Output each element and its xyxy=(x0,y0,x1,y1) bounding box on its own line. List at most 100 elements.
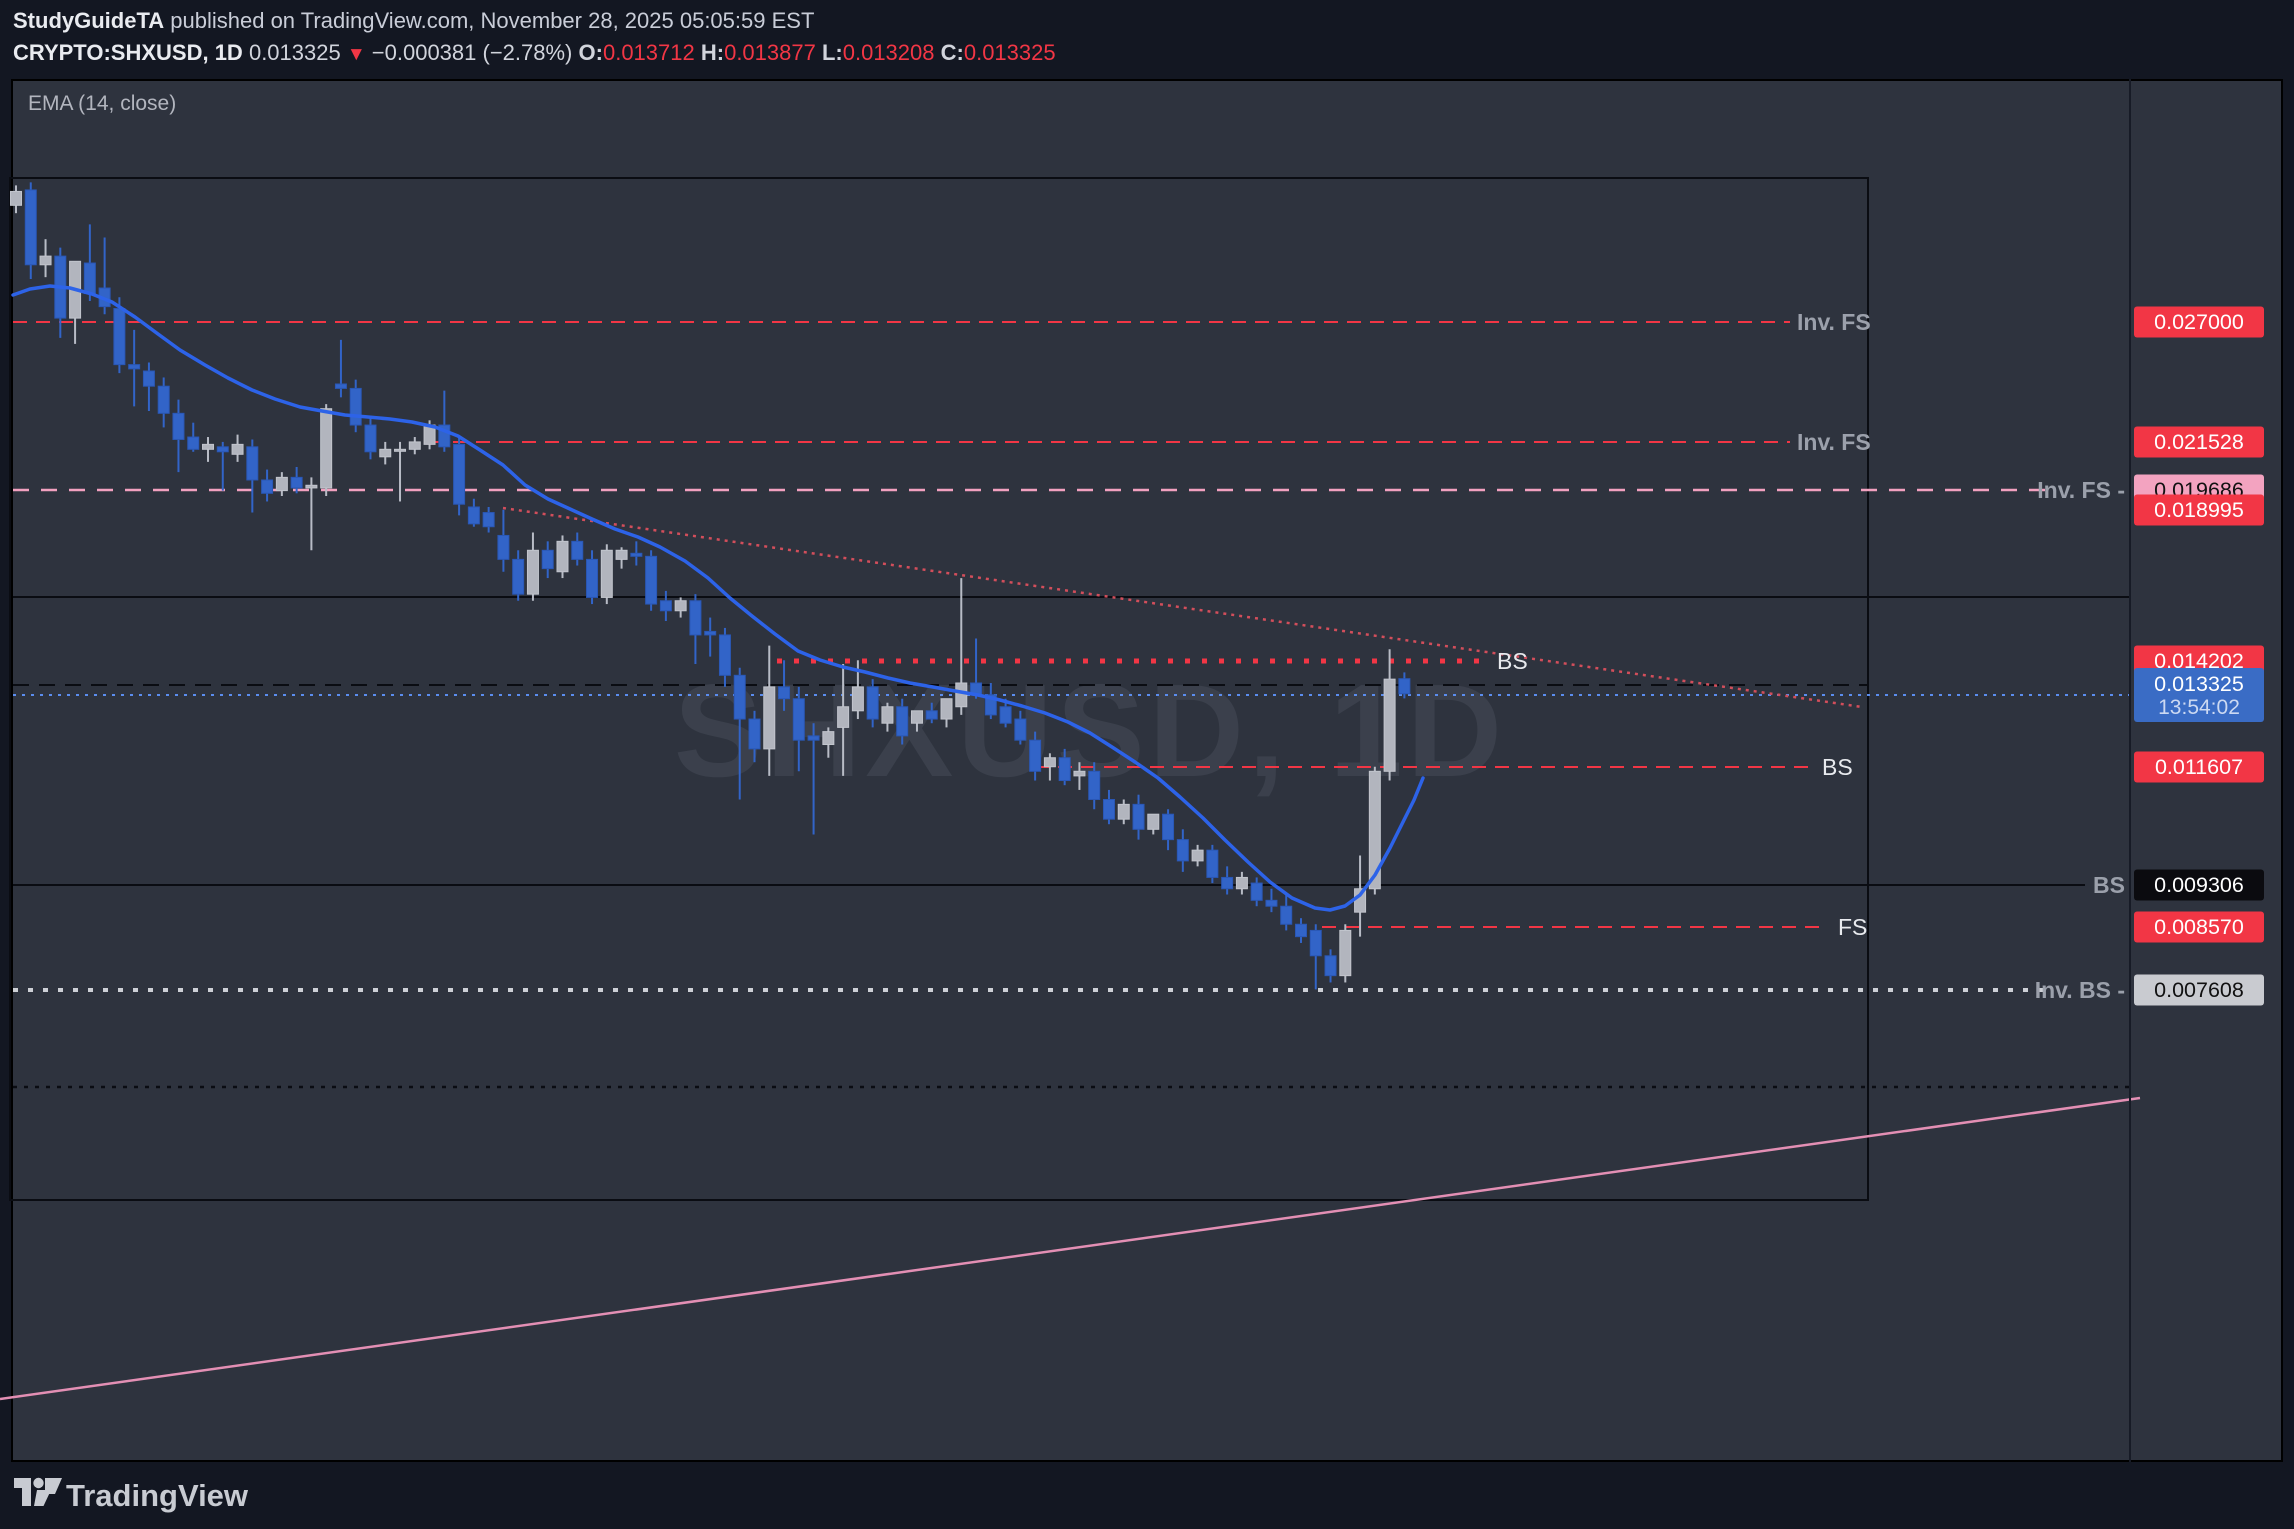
candle-53 xyxy=(792,686,805,772)
candle-4 xyxy=(69,260,82,344)
svg-text:0.011607: 0.011607 xyxy=(2155,755,2243,779)
header: StudyGuideTA published on TradingView.co… xyxy=(13,0,2294,78)
candle-2 xyxy=(39,239,52,278)
candle-81 xyxy=(1206,844,1219,884)
candle-42 xyxy=(630,541,643,566)
candle-18 xyxy=(275,472,288,497)
candle-6 xyxy=(98,237,111,315)
candle-13 xyxy=(202,437,215,462)
candle-69 xyxy=(1029,731,1042,781)
indicator-legend[interactable]: EMA (14, close) xyxy=(28,92,177,115)
candle-76 xyxy=(1132,794,1145,840)
candle-32 xyxy=(482,506,495,533)
candle-77 xyxy=(1147,813,1160,835)
tradingview-brand-text[interactable]: TradingView xyxy=(66,1478,249,1513)
candle-12 xyxy=(187,422,200,452)
candle-33 xyxy=(497,509,510,572)
candle-47 xyxy=(704,617,717,657)
svg-text:0.027000: 0.027000 xyxy=(2154,310,2244,334)
candle-71 xyxy=(1058,748,1071,786)
axis-price-label-0.007608[interactable]: 0.007608 xyxy=(2134,974,2264,1006)
candle-60 xyxy=(896,698,909,745)
axis-price-label-0.018995[interactable]: 0.018995 xyxy=(2134,494,2264,526)
tradingview-logo-icon[interactable] xyxy=(14,1476,62,1510)
candle-84 xyxy=(1250,877,1263,907)
candle-68 xyxy=(1014,710,1027,745)
low-label: L: xyxy=(821,40,843,65)
price-change: −0.000381 (−2.78%) xyxy=(371,40,573,65)
candle-70 xyxy=(1043,753,1056,781)
axis-price-label-0.021528[interactable]: 0.021528 xyxy=(2134,426,2264,458)
candle-56 xyxy=(837,663,850,776)
publish-text: published on TradingView.com, November 2… xyxy=(164,8,815,33)
candle-67 xyxy=(999,698,1012,728)
open-label: O: xyxy=(578,40,603,65)
candle-16 xyxy=(246,439,259,513)
candle-58 xyxy=(866,679,879,728)
candle-87 xyxy=(1294,918,1307,943)
candle-66 xyxy=(984,682,997,720)
candle-39 xyxy=(586,550,599,605)
candle-86 xyxy=(1280,894,1293,931)
close-value: 0.013325 xyxy=(963,40,1056,65)
level-tag-BS: BS xyxy=(1822,754,1853,780)
svg-text:0.009306: 0.009306 xyxy=(2154,873,2244,897)
candle-43 xyxy=(645,550,658,611)
level-tag-Inv. FS: Inv. FS xyxy=(1797,309,1871,335)
candle-93 xyxy=(1383,649,1396,781)
low-value: 0.013208 xyxy=(842,40,935,65)
candle-11 xyxy=(172,399,185,473)
candle-50 xyxy=(748,710,761,763)
candle-21 xyxy=(320,404,333,497)
candle-22 xyxy=(334,339,347,398)
axis-price-label-0.027000[interactable]: 0.027000 xyxy=(2134,306,2264,338)
price-down-arrow-icon: ▼ xyxy=(346,44,366,65)
candle-82 xyxy=(1221,866,1234,895)
candle-5 xyxy=(83,224,96,301)
candle-52 xyxy=(778,660,791,711)
high-value: 0.013877 xyxy=(724,40,816,65)
candle-85 xyxy=(1265,888,1278,913)
candle-65 xyxy=(970,638,983,699)
candle-23 xyxy=(349,379,362,433)
candle-27 xyxy=(408,437,421,455)
trendline-ascending-support xyxy=(0,1096,2141,1401)
candle-10 xyxy=(157,377,170,428)
candle-29 xyxy=(438,390,451,452)
symbol-ohlc-row: CRYPTO:SHXUSD, 1D 0.013325 ▼ −0.000381 (… xyxy=(13,40,1056,66)
level-tag-FS: FS xyxy=(1838,914,1867,940)
candle-34 xyxy=(512,550,525,601)
candle-72 xyxy=(1073,762,1086,790)
candle-90 xyxy=(1339,924,1352,983)
symbol-title[interactable]: CRYPTO:SHXUSD, 1D xyxy=(13,40,243,65)
candle-73 xyxy=(1088,762,1101,810)
candle-25 xyxy=(379,441,392,465)
candle-9 xyxy=(142,362,155,412)
candle-8 xyxy=(128,329,141,407)
candle-55 xyxy=(822,727,835,758)
drawn-rectangle[interactable] xyxy=(9,177,1869,1201)
close-label: C: xyxy=(940,40,964,65)
candle-19 xyxy=(290,466,303,494)
svg-text:0.018995: 0.018995 xyxy=(2154,498,2244,522)
candle-44 xyxy=(659,590,672,621)
candle-3 xyxy=(54,247,67,338)
candle-37 xyxy=(556,535,569,579)
candle-14 xyxy=(216,441,229,491)
candle-24 xyxy=(364,415,377,460)
candle-35 xyxy=(526,532,539,601)
axis-price-label-0.008570[interactable]: 0.008570 xyxy=(2134,911,2264,943)
candle-78 xyxy=(1162,809,1175,851)
axis-price-label-0.011607[interactable]: 0.011607 xyxy=(2134,751,2264,783)
level-tag-Inv. FS: Inv. FS xyxy=(1797,429,1871,455)
candle-74 xyxy=(1102,789,1115,825)
svg-text:0.021528: 0.021528 xyxy=(2154,430,2244,454)
candle-75 xyxy=(1117,799,1130,825)
level-tag-Inv. BS -: Inv. BS - xyxy=(2035,977,2125,1003)
axis-price-label-0.009306[interactable]: 0.009306 xyxy=(2134,869,2264,901)
ema-line xyxy=(11,284,1425,912)
candle-40 xyxy=(600,544,613,605)
